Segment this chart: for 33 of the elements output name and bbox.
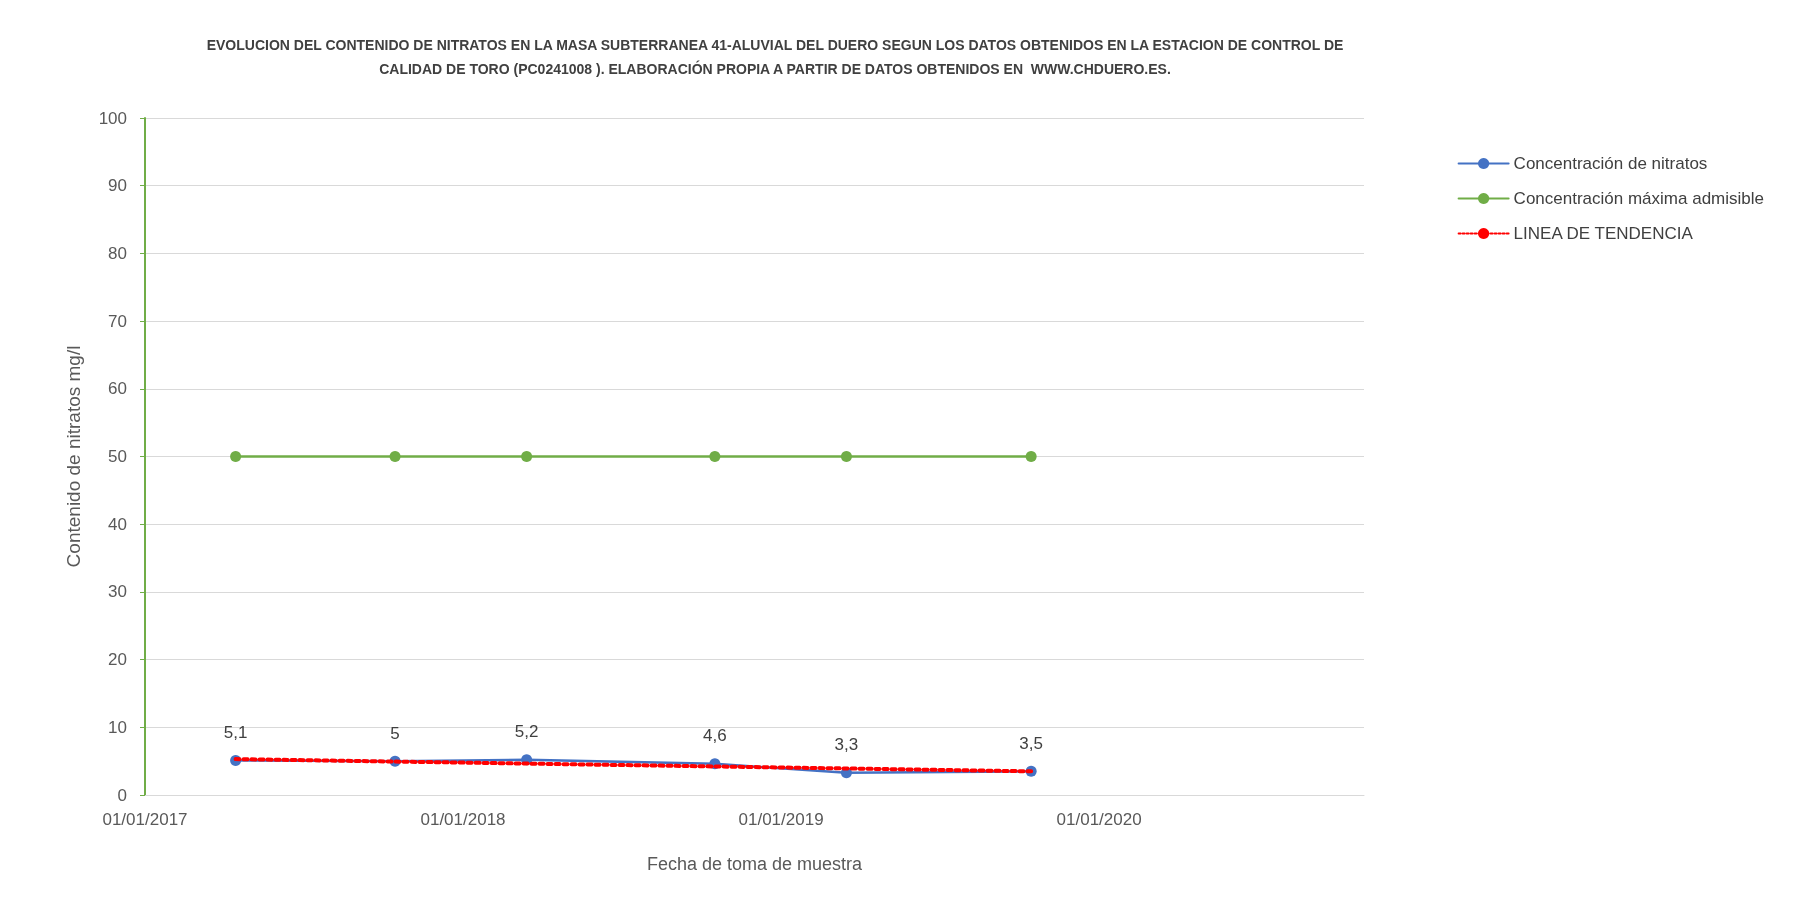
point: [521, 451, 533, 462]
y-tick-label: 30: [108, 582, 127, 602]
x-tick-label: 01/01/2017: [102, 810, 188, 829]
data-label: 4,6: [703, 726, 727, 746]
y-tick-label: 90: [108, 176, 127, 196]
x-tick-label: 01/01/2020: [1056, 810, 1142, 829]
data-label: 5,1: [223, 722, 248, 742]
x-axis-title: Fecha de toma de muestra: [646, 854, 864, 874]
data-label: 5,2: [514, 722, 539, 742]
data-label: 3,5: [1019, 733, 1043, 753]
y-tick-label: 50: [108, 447, 127, 466]
y-tick-label: 0: [117, 785, 127, 805]
y-tick-label: 20: [108, 650, 127, 670]
y-tick-label: 70: [108, 311, 127, 331]
x-tick-label: 01/01/2018: [420, 810, 506, 829]
y-tick-label: 10: [108, 717, 127, 737]
data-label: 3,3: [834, 735, 859, 755]
point: [389, 451, 401, 462]
legend-label: Concentración máxima admisible: [1513, 189, 1765, 208]
point: [1025, 451, 1037, 462]
data-label: 5: [390, 723, 400, 743]
y-tick-label: 60: [108, 379, 127, 399]
point: [709, 451, 721, 462]
point: [840, 451, 852, 462]
y-tick-label: 40: [108, 514, 127, 534]
y-tick-label: 80: [108, 243, 127, 263]
chart-title: EVOLUCION DEL CONTENIDO DE NITRATOS EN LA MASA SUBTERRANEA 41-ALUVIAL DEL DUERO SEGUN LOS DATOS OBTENIDOS EN LA ESTACION DE CONTROL DE CALIDAD DE TORO (PC0241008 ). ELABORACIÓN PROPIA A PARTIR DE DATOS OBTENIDOS EN WWW.CHDUERO.ES.: [206, 37, 1344, 77]
y-tick-label: 100: [98, 108, 127, 128]
y-axis-title: Contenido de nitratos mg/l: [63, 345, 84, 568]
x-tick-label: 01/01/2019: [738, 810, 824, 829]
legend-label: Concentración de nitratos: [1513, 154, 1708, 173]
legend-label: LINEA DE TENDENCIA: [1513, 224, 1694, 243]
point: [230, 451, 242, 462]
